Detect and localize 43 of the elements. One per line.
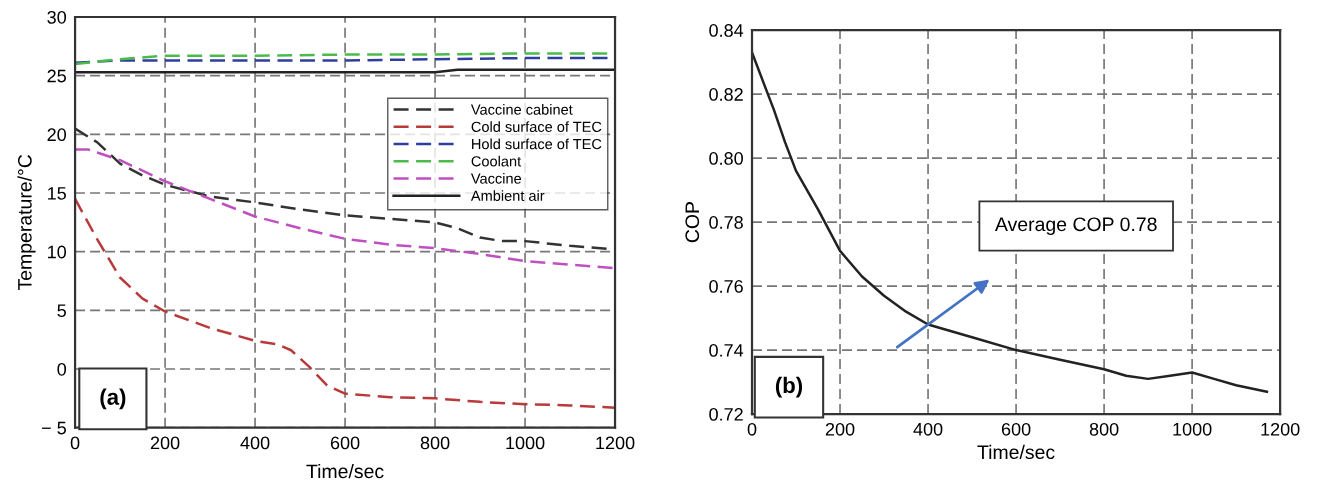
y-tick-label: 0.76: [709, 280, 743, 293]
x-tick-label: 800: [1089, 422, 1119, 436]
legend-label: Vaccine: [470, 173, 522, 184]
x-tick-label: 1200: [1261, 422, 1300, 436]
legend-label: Ambient air: [470, 190, 545, 201]
x-tick-label: 400: [913, 422, 943, 436]
y-tick-label: 25: [47, 69, 66, 83]
x-tick-label: 0: [70, 436, 80, 450]
line-series: [75, 148, 616, 270]
x-tick-label: 0: [747, 422, 757, 436]
legend-label: Hold surface of TEC: [472, 138, 602, 150]
y-tick-label: 20: [47, 128, 67, 142]
x-tick-label: 1200: [596, 436, 635, 450]
y-tick-label: 0.80: [709, 152, 743, 165]
x-tick-label: 600: [330, 436, 360, 450]
y-tick-label: 30: [47, 10, 67, 24]
x-tick-label: 600: [1001, 422, 1031, 436]
annotation: (a): [100, 388, 126, 410]
x-tick-label: 200: [150, 436, 180, 450]
y-tick-label: 0.84: [709, 24, 744, 37]
y-tick-label: 0.72: [709, 408, 743, 421]
x-tick-label: 1000: [506, 436, 545, 450]
y-tick-label: 0.82: [709, 88, 743, 101]
y-tick-label: 0.78: [709, 216, 743, 229]
annotation: (b): [775, 376, 803, 398]
y-tick-label: − 5: [42, 421, 66, 435]
y-tick-label: 15: [48, 187, 66, 200]
x-axis-title: Time/sec: [306, 463, 384, 479]
y-axis-title: COP: [685, 202, 700, 243]
y-tick-label: 0: [57, 362, 67, 376]
x-tick-label: 400: [240, 436, 270, 450]
y-tick-label: 0.74: [709, 344, 744, 357]
legend-label: Vaccine cabinet: [470, 104, 573, 115]
x-axis-title: Time/sec: [977, 444, 1055, 460]
legend-label: Cold surface of TEC: [471, 121, 602, 133]
y-tick-label: 10: [48, 245, 67, 259]
annotation: Average COP 0.78: [994, 217, 1157, 235]
x-tick-label: 800: [420, 436, 450, 450]
x-tick-label: 200: [825, 422, 855, 436]
y-axis-title: Temperature/°C: [17, 154, 36, 291]
legend-label: Coolant: [471, 155, 522, 167]
y-tick-label: 5: [57, 304, 66, 318]
x-tick-label: 1000: [1173, 422, 1212, 436]
